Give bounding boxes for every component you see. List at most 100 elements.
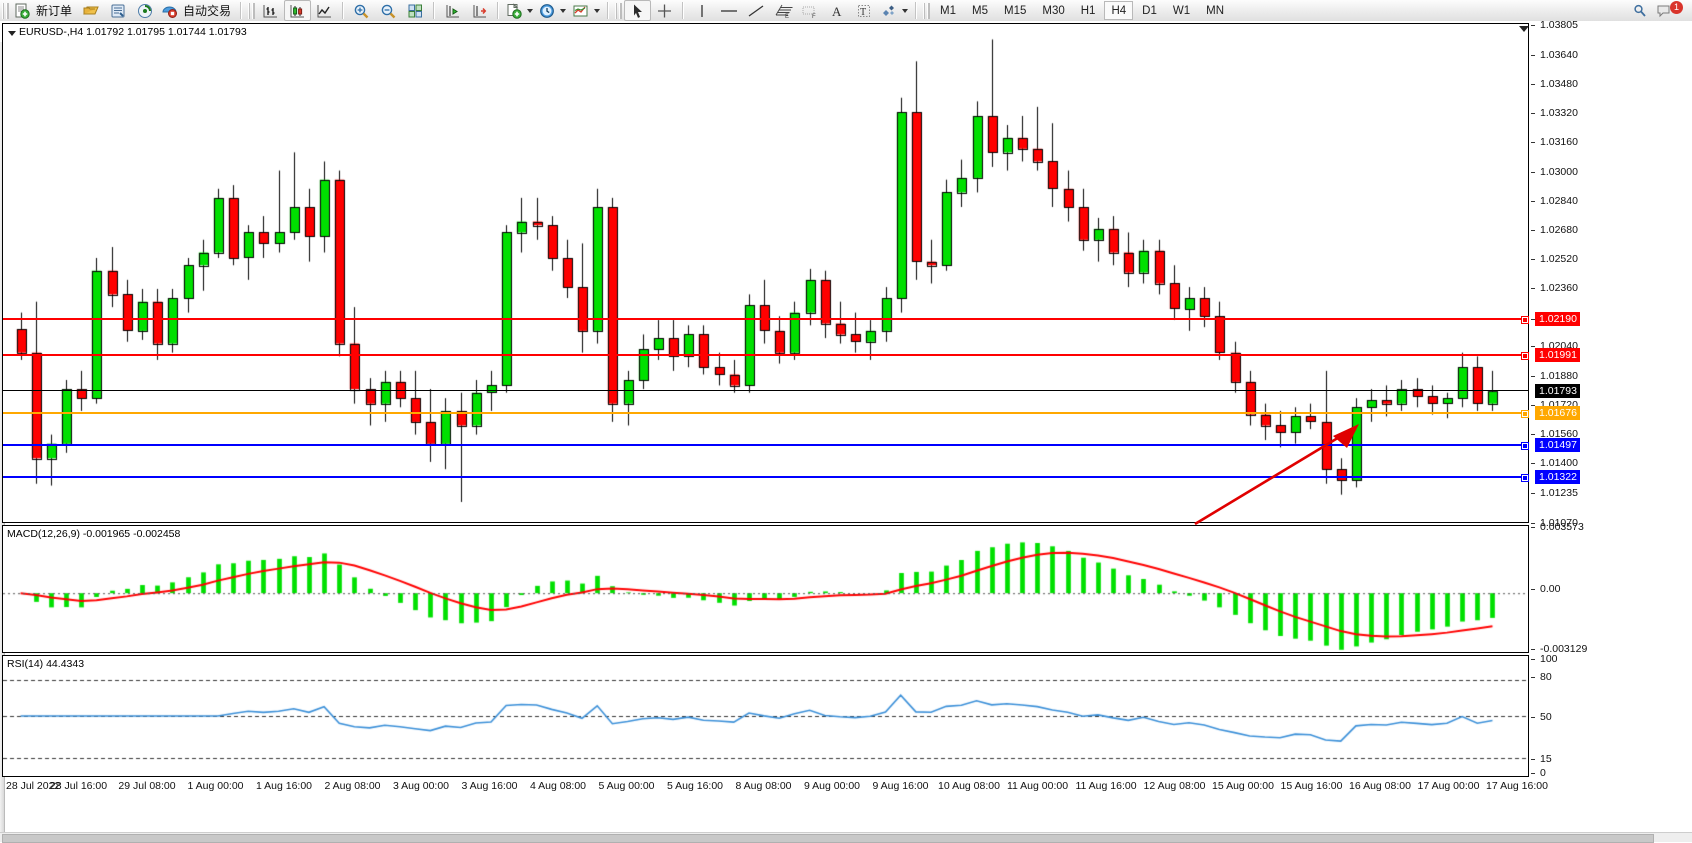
timeframe-m1[interactable]: M1: [940, 4, 957, 17]
timeframe-m30[interactable]: M30: [1042, 4, 1065, 17]
macd-pane[interactable]: MACD(12,26,9) -0.001965 -0.002458: [2, 525, 1529, 653]
level-line-resistance-1[interactable]: [3, 352, 1529, 361]
price-tick: 1.01880: [1531, 370, 1578, 382]
time-tick: 3 Aug 00:00: [392, 780, 450, 792]
folder-icon[interactable]: [77, 0, 104, 21]
price-axis[interactable]: 1.03805 1.03640 1.03480 1.03320 1.03160 1.030…: [1531, 19, 1692, 529]
trendline-icon[interactable]: [742, 0, 769, 21]
fibo-icon[interactable]: E: [769, 0, 796, 21]
macd-axis[interactable]: 0.003573 0.00 -0.003129: [1531, 521, 1692, 655]
vline-icon[interactable]: [688, 0, 715, 21]
price-tag-support-1: 1.01497: [1535, 438, 1580, 453]
rsi-tick: 80: [1531, 671, 1552, 683]
divider: [240, 2, 243, 19]
price-tick: 1.01560: [1531, 428, 1578, 440]
toolbar-grip-4[interactable]: [923, 2, 931, 19]
chart-shift-icon[interactable]: [439, 0, 466, 21]
time-tick: 8 Aug 08:00: [735, 780, 792, 792]
price-tag-pivot-line: 1.01676: [1535, 405, 1580, 420]
collapse-icon[interactable]: [1519, 26, 1529, 32]
rsi-canvas: [3, 656, 1528, 776]
timeframe-h4[interactable]: H4: [1104, 1, 1134, 20]
chevron-down-icon[interactable]: [594, 8, 601, 13]
rsi-tick: 100: [1531, 653, 1558, 665]
toolbar-grip-2[interactable]: [248, 2, 256, 19]
chart-area[interactable]: EURUSD-,H4 1.01792 1.01795 1.01744 1.017…: [0, 19, 1692, 843]
templates-icon[interactable]: [569, 0, 603, 21]
auto-scroll-icon[interactable]: [466, 0, 493, 21]
time-tick: 4 Aug 08:00: [529, 780, 587, 792]
line-chart-icon[interactable]: [311, 0, 338, 21]
autotrading-label: 自动交易: [183, 4, 232, 18]
price-tick: 1.02680: [1531, 224, 1578, 236]
level-line-resistance-2[interactable]: [3, 316, 1529, 325]
new-order-button[interactable]: 新订单: [11, 0, 77, 21]
autotrading-button[interactable]: 自动交易: [158, 0, 236, 21]
level-line-bid-line[interactable]: [3, 390, 1528, 392]
line-handle[interactable]: [1521, 316, 1529, 325]
indicators-icon[interactable]: [503, 0, 536, 21]
time-tick: 17 Aug 16:00: [1486, 780, 1548, 792]
tile-windows-icon[interactable]: [402, 0, 429, 21]
timeframe-m15[interactable]: M15: [1004, 4, 1027, 17]
main-toolbar[interactable]: 新订单 自动交易: [0, 0, 1692, 22]
timeframe-h1[interactable]: H1: [1080, 4, 1096, 17]
price-tick: 1.02520: [1531, 253, 1578, 265]
time-tick: 17 Aug 00:00: [1417, 780, 1480, 792]
time-tick: 16 Aug 08:00: [1349, 780, 1411, 792]
rsi-pane[interactable]: RSI(14) 44.4343: [2, 655, 1529, 777]
macd-canvas: [3, 526, 1528, 652]
level-line-support-2[interactable]: [3, 474, 1529, 483]
time-tick: 1 Aug 00:00: [187, 780, 244, 792]
objects-icon[interactable]: [877, 0, 911, 21]
timeframe-mn[interactable]: MN: [1206, 4, 1224, 17]
timeframe-m5[interactable]: M5: [972, 4, 988, 17]
timeframe-group[interactable]: M1 M5 M15 M30 H1 H4 D1 W1 MN: [932, 1, 1232, 20]
line-handle[interactable]: [1521, 442, 1529, 451]
zoom-in-icon[interactable]: [348, 0, 375, 21]
toolbar-grip[interactable]: [2, 2, 9, 19]
price-pane[interactable]: EURUSD-,H4 1.01792 1.01795 1.01744 1.017…: [2, 23, 1529, 526]
horizontal-scrollbar[interactable]: [0, 832, 1692, 843]
line-handle[interactable]: [1521, 352, 1529, 361]
chevron-down-icon[interactable]: [902, 8, 909, 13]
navigator-icon[interactable]: [131, 0, 158, 21]
price-tick: 1.01235: [1531, 487, 1578, 499]
macd-tick: -0.003129: [1531, 643, 1587, 655]
line-handle[interactable]: [1521, 409, 1529, 418]
text-icon[interactable]: A: [823, 0, 850, 21]
divider: [607, 2, 610, 19]
divider: [497, 2, 500, 19]
candle-chart-icon[interactable]: [284, 0, 312, 21]
zoom-out-icon[interactable]: [375, 0, 402, 21]
price-canvas: [3, 24, 1528, 522]
terminal-icon[interactable]: [104, 0, 131, 21]
search-icon[interactable]: [1626, 0, 1653, 21]
channel-icon[interactable]: F: [796, 0, 823, 21]
svg-text:F: F: [812, 14, 816, 19]
rsi-axis[interactable]: 100 80 50 15 0: [1531, 653, 1692, 779]
level-line-pivot-line[interactable]: [3, 409, 1529, 418]
timeframe-d1[interactable]: D1: [1142, 4, 1157, 17]
hline-icon[interactable]: [715, 0, 742, 21]
time-tick: 10 Aug 08:00: [938, 780, 1000, 792]
level-line-support-1[interactable]: [3, 442, 1529, 451]
time-tick: 15 Aug 16:00: [1280, 780, 1343, 792]
cursor-icon[interactable]: [624, 0, 652, 21]
divider: [682, 2, 685, 19]
price-tick: 1.03640: [1531, 49, 1578, 61]
timeframe-w1[interactable]: W1: [1172, 4, 1191, 17]
alert-icon[interactable]: 1: [1653, 0, 1686, 21]
bar-chart-icon[interactable]: [257, 0, 284, 21]
chevron-down-icon[interactable]: [560, 8, 567, 13]
label-icon[interactable]: T: [850, 0, 877, 21]
toolbar-grip-3[interactable]: [615, 2, 623, 19]
chevron-down-icon[interactable]: [527, 8, 534, 13]
line-handle[interactable]: [1521, 474, 1529, 483]
crosshair-icon[interactable]: [651, 0, 678, 21]
time-tick: 12 Aug 08:00: [1143, 780, 1206, 792]
trend-arrow: [1194, 424, 1359, 526]
divider: [915, 2, 918, 19]
rsi-tick: 15: [1531, 753, 1552, 765]
period-icon[interactable]: [536, 0, 569, 21]
